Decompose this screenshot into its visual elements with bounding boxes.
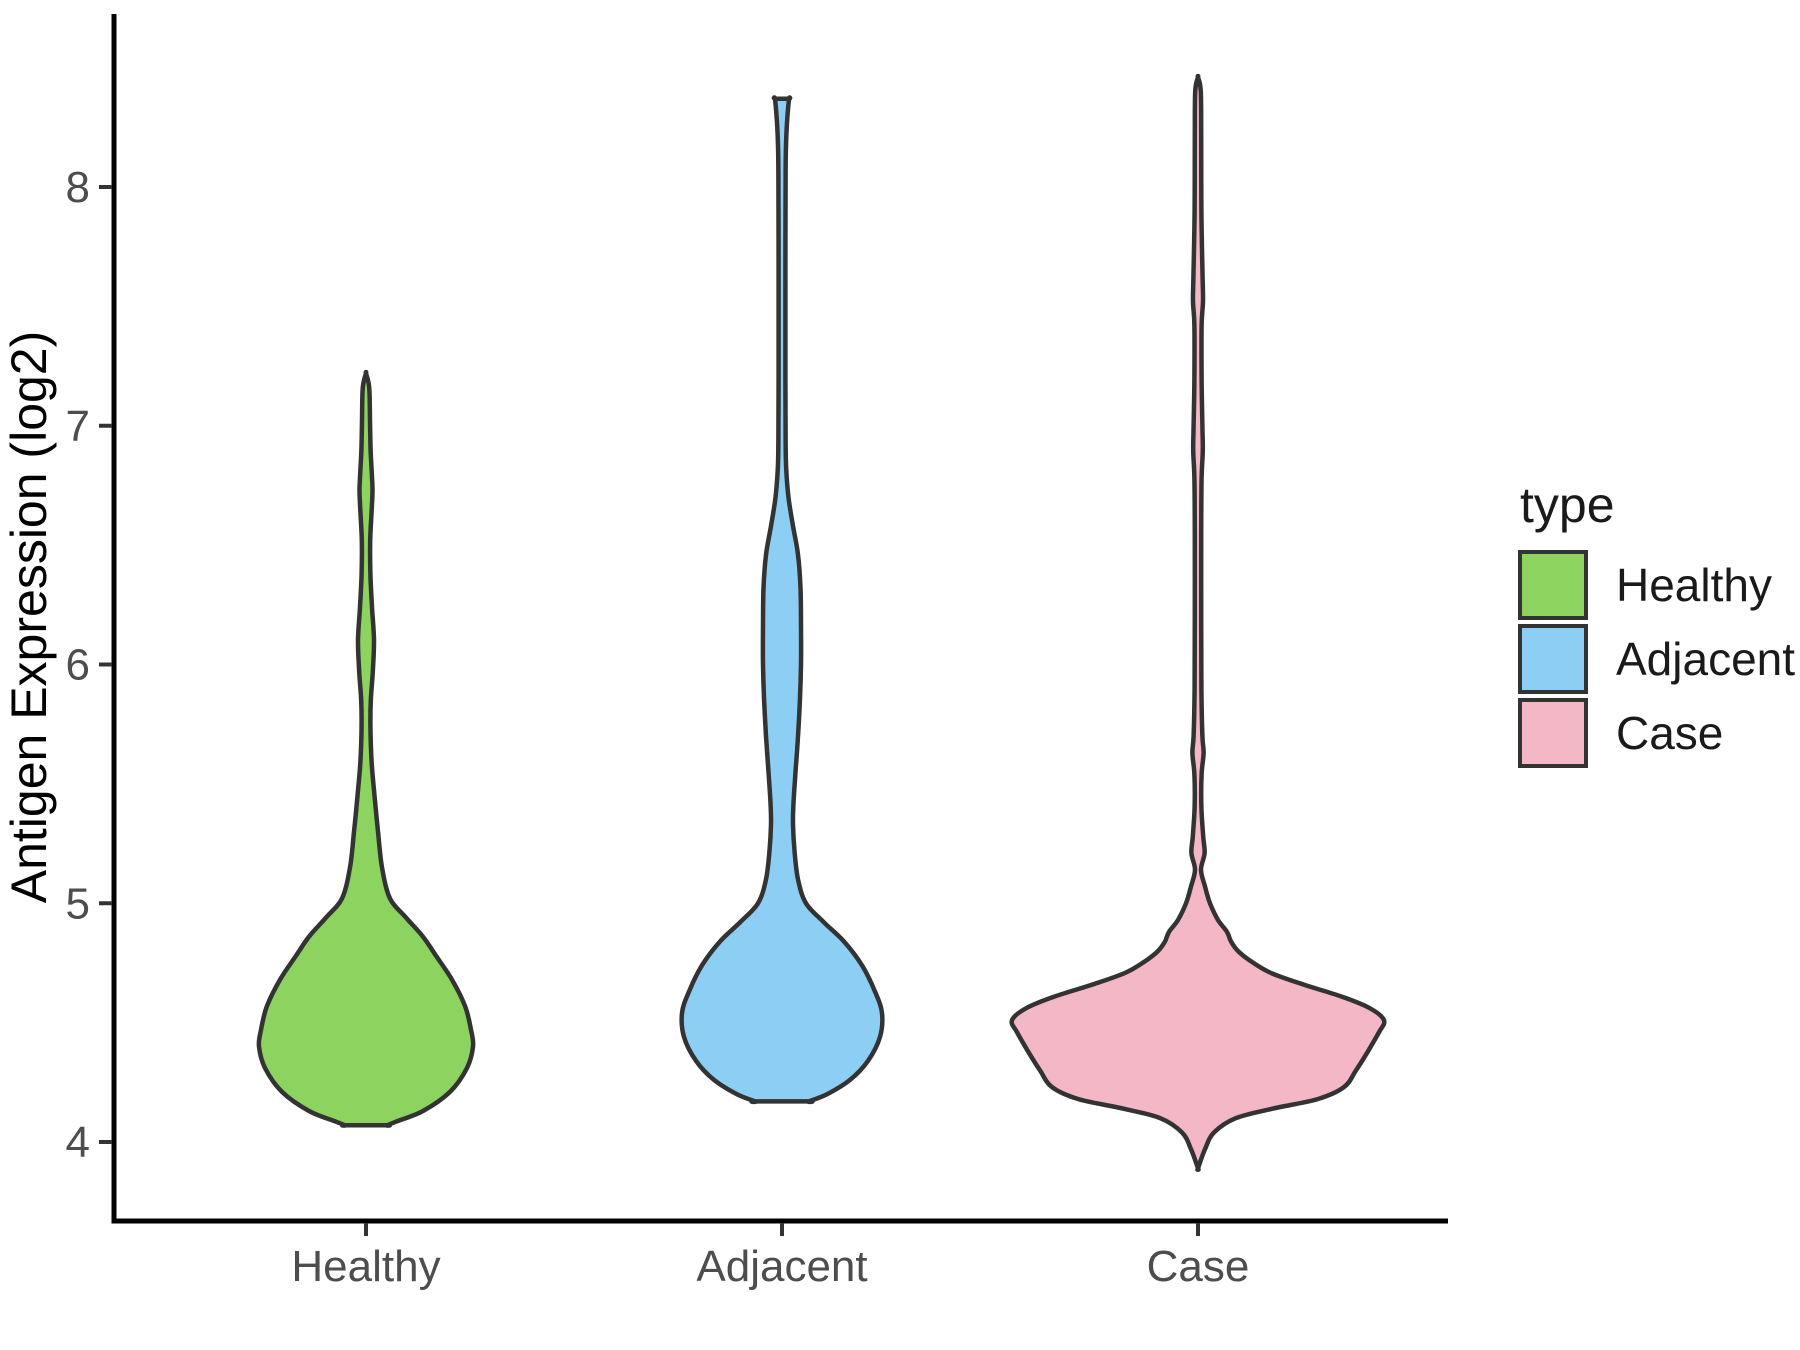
- legend-label-case: Case: [1616, 707, 1724, 759]
- legend-label-adjacent: Adjacent: [1616, 633, 1796, 685]
- legend-label-healthy: Healthy: [1616, 559, 1772, 611]
- x-tick-label-healthy: Healthy: [291, 1242, 440, 1291]
- x-tick-label-case: Case: [1147, 1242, 1250, 1291]
- y-tick-label-5: 5: [66, 879, 90, 928]
- legend-item-case: Case: [1518, 698, 1795, 768]
- legend-swatch-adjacent: [1518, 624, 1588, 694]
- y-tick-label-4: 4: [66, 1118, 90, 1167]
- axes-group: 4 5 6 7 8 Healthy Adjacent Case: [66, 14, 1448, 1291]
- legend-item-adjacent: Adjacent: [1518, 624, 1795, 694]
- violins-group: [256, 73, 1387, 1172]
- violin-adjacent: [679, 95, 885, 1105]
- violin-healthy: [256, 369, 476, 1128]
- legend-title: type: [1520, 477, 1615, 533]
- legend: type Healthy Adjacent Case: [1518, 476, 1795, 772]
- y-tick-label-7: 7: [66, 402, 90, 451]
- y-axis-title: Antigen Expression (log2): [1, 331, 57, 904]
- y-tick-label-8: 8: [66, 163, 90, 212]
- violin-case: [1009, 73, 1387, 1172]
- legend-swatch-healthy: [1518, 550, 1588, 620]
- x-tick-label-adjacent: Adjacent: [696, 1242, 867, 1291]
- legend-swatch-case: [1518, 698, 1588, 768]
- legend-item-healthy: Healthy: [1518, 550, 1795, 620]
- y-tick-label-6: 6: [66, 641, 90, 690]
